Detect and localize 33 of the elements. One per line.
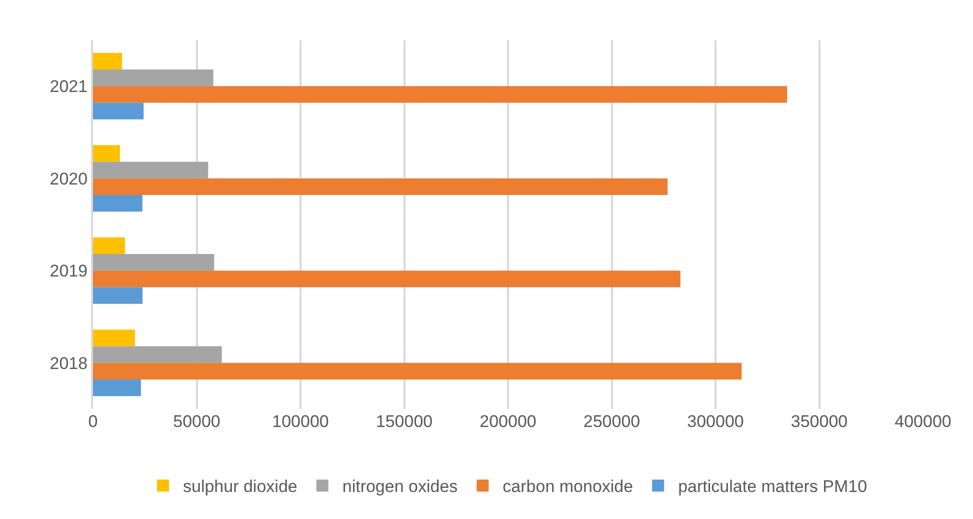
bar [93,237,125,254]
x-tick-label: 50000 [173,412,220,431]
x-tick-label: 250000 [583,412,640,431]
bar [93,379,141,396]
x-tick-label: 200000 [480,412,536,431]
x-tick-label: 150000 [376,412,433,431]
legend-label: particulate matters PM10 [678,477,868,496]
bar [93,86,788,103]
legend-label: carbon monoxide [502,477,634,496]
x-tick-label: 100000 [272,412,329,431]
bar [93,145,120,162]
y-tick-label: 2018 [50,354,88,373]
x-tick-label: 350000 [790,412,848,431]
bar [93,330,135,346]
bar [93,52,122,70]
y-tick-label: 2020 [50,169,88,188]
legend-label: sulphur dioxide [183,477,298,496]
bar [93,287,143,304]
bar [93,362,742,380]
bar [93,346,222,363]
bar [93,270,680,288]
y-tick-label: 2021 [50,77,88,96]
bar [93,102,144,120]
x-tick-label: 0 [88,412,98,431]
y-tick-label: 2019 [50,262,88,281]
bar [93,162,208,178]
bar [93,254,214,271]
bar [93,194,142,212]
legend-label: nitrogen oxides [342,477,458,496]
x-tick-label: 400000 [894,412,952,431]
bar [93,70,214,86]
bar [93,178,668,195]
x-tick-label: 300000 [687,412,744,431]
